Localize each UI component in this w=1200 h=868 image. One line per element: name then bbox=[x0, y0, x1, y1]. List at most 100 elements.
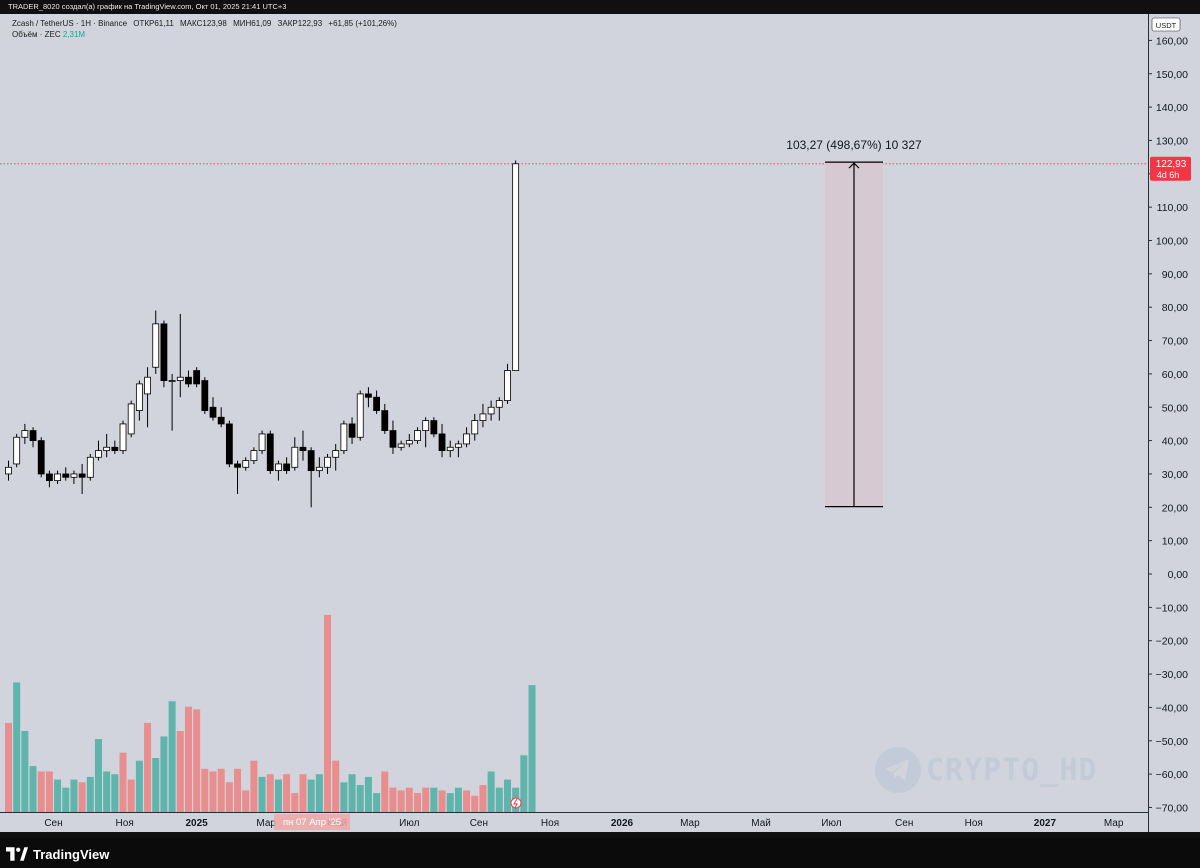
measure-arrow-head bbox=[848, 162, 860, 169]
volume-bar bbox=[78, 782, 86, 812]
volume-bar bbox=[160, 736, 168, 812]
candle-up bbox=[463, 433, 470, 445]
volume-bar bbox=[234, 768, 242, 812]
volume-bar bbox=[446, 793, 454, 812]
candle-up bbox=[405, 440, 413, 445]
chart-pane[interactable] bbox=[0, 14, 1200, 832]
volume-bar bbox=[381, 771, 389, 812]
candle-up bbox=[135, 383, 143, 411]
tradingview-logo[interactable]: TradingView bbox=[6, 845, 109, 863]
time-tick-label: Июл bbox=[399, 818, 419, 829]
price-tick-label: −40,00 bbox=[1156, 702, 1189, 714]
legend-high: МАКС123,98 bbox=[180, 19, 227, 28]
volume-bar bbox=[37, 771, 45, 812]
price-tick-label: 160,00 bbox=[1156, 35, 1188, 47]
legend-low: МИН61,09 bbox=[233, 19, 272, 28]
time-tick-label: 2027 bbox=[1034, 818, 1057, 829]
volume-bar bbox=[144, 722, 152, 812]
volume-bar bbox=[348, 774, 356, 812]
candle-up bbox=[152, 323, 160, 368]
telegram-icon bbox=[875, 747, 921, 793]
candle-up bbox=[512, 163, 520, 371]
candle-up bbox=[21, 430, 29, 438]
volume-bar bbox=[168, 701, 176, 812]
volume-bar bbox=[520, 755, 528, 812]
candle-up bbox=[356, 393, 364, 438]
candle-up bbox=[422, 420, 430, 431]
candle-up bbox=[275, 463, 282, 472]
volume-bar bbox=[315, 774, 323, 812]
candle-up bbox=[103, 446, 111, 452]
volume-bar bbox=[201, 768, 209, 812]
candle-up bbox=[291, 446, 299, 468]
lightning-icon bbox=[513, 798, 518, 809]
channel-watermark: CRYPTO_HD bbox=[874, 744, 1098, 796]
candle-down bbox=[78, 473, 86, 478]
volume-bar bbox=[471, 795, 479, 812]
volume-bar bbox=[242, 790, 250, 812]
time-tick-label: Ноя bbox=[965, 818, 983, 829]
volume-bar bbox=[86, 776, 94, 812]
volume-bar bbox=[438, 790, 446, 812]
volume-bar bbox=[373, 793, 381, 812]
volume-bar bbox=[528, 685, 536, 812]
volume-bar bbox=[332, 760, 340, 812]
volume-bar bbox=[283, 774, 291, 812]
candle-up bbox=[340, 423, 348, 452]
footer-bar bbox=[0, 838, 1200, 868]
candle-up bbox=[70, 473, 78, 478]
candle-down bbox=[185, 376, 192, 385]
volume-bar bbox=[103, 771, 111, 812]
volume-bar bbox=[274, 779, 282, 812]
volume-bar bbox=[217, 768, 225, 812]
time-tick-label: Мар bbox=[680, 818, 700, 829]
volume-bar bbox=[209, 771, 217, 812]
watermark-text: CRYPTO_HD bbox=[926, 752, 1098, 788]
volume-bar bbox=[21, 731, 29, 812]
candle-down bbox=[193, 370, 201, 385]
time-tick-label: Мар bbox=[1104, 818, 1124, 829]
candle-down bbox=[225, 423, 233, 465]
candle-down bbox=[29, 430, 37, 442]
candle-up bbox=[487, 406, 495, 415]
tradingview-brand: TradingView bbox=[33, 846, 110, 862]
volume-legend: Объём · ZEC 2,31M bbox=[12, 30, 85, 39]
last-price-label: 122,93 bbox=[1156, 159, 1187, 170]
time-tick-label: Сен bbox=[470, 818, 488, 829]
price-tick-label: 50,00 bbox=[1162, 402, 1188, 414]
candle-up bbox=[471, 420, 479, 435]
volume-bar bbox=[127, 779, 135, 812]
measure-label: 103,27 (498,67%) 10 327 bbox=[786, 138, 922, 152]
candle-up bbox=[332, 450, 340, 458]
candle-up bbox=[414, 430, 421, 442]
volume-bar bbox=[266, 774, 274, 812]
candle-down bbox=[201, 380, 209, 411]
price-tick-label: 40,00 bbox=[1162, 436, 1188, 448]
volume-bar bbox=[422, 787, 430, 812]
volume-bar bbox=[454, 787, 462, 812]
candle-down bbox=[299, 446, 307, 452]
candle-up bbox=[176, 376, 184, 381]
volume-bar bbox=[70, 779, 78, 812]
candle-down bbox=[381, 410, 389, 431]
price-tick-label: 30,00 bbox=[1162, 469, 1188, 481]
volume-bar bbox=[5, 722, 12, 812]
volume-bar bbox=[152, 758, 160, 812]
candle-up bbox=[454, 443, 462, 448]
volume-bar bbox=[397, 790, 405, 812]
time-tick-label: Мар bbox=[256, 818, 276, 829]
crosshair-time-badge bbox=[274, 814, 350, 830]
volume-bar bbox=[307, 779, 315, 812]
candle-down bbox=[111, 446, 119, 452]
volume-bar bbox=[487, 771, 495, 812]
price-tick-label: 10,00 bbox=[1162, 536, 1188, 548]
candle-up bbox=[13, 436, 21, 465]
volume-label[interactable]: Объём · ZEC bbox=[12, 30, 61, 39]
price-tick-label: −10,00 bbox=[1156, 602, 1189, 614]
volume-bar bbox=[13, 682, 21, 812]
price-tick-label: 140,00 bbox=[1156, 102, 1188, 114]
symbol-name[interactable]: Zcash / TetherUS · 1H · Binance bbox=[12, 19, 128, 28]
legend-close: ЗАКР122,93 bbox=[277, 19, 323, 28]
volume-bar bbox=[193, 709, 201, 812]
